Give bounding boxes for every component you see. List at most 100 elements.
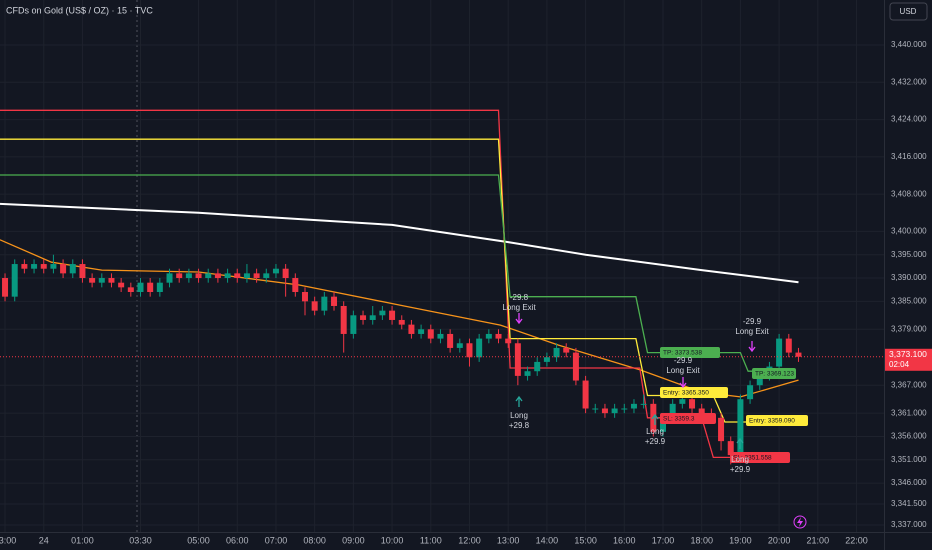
- indicator-line: [0, 138, 760, 423]
- candle-body: [292, 278, 299, 293]
- order-tag-label: Entry: 3365.350: [663, 390, 709, 397]
- y-tick-label: 3,337.000: [891, 520, 927, 529]
- candle-body: [263, 273, 270, 279]
- candle-body: [534, 361, 541, 372]
- x-tick-label: 05:00: [187, 535, 210, 545]
- candle-body: [553, 347, 560, 358]
- candle-body: [456, 343, 463, 348]
- candle-body: [253, 273, 260, 279]
- candle-body: [69, 264, 76, 274]
- candle-body: [408, 324, 415, 334]
- x-tick-label: 14:00: [536, 535, 559, 545]
- x-tick-label: 23:00: [0, 535, 16, 545]
- trade-annotation: +29.8: [509, 421, 530, 430]
- alert-icon-bolt[interactable]: [797, 517, 803, 527]
- order-tag-label: TP: 3369.123: [755, 371, 794, 378]
- candle-body: [660, 417, 666, 432]
- grid: [0, 0, 884, 532]
- y-tick-label: 3,346.000: [891, 478, 927, 487]
- trade-annotation: Long Exit: [666, 366, 700, 375]
- candle-body: [718, 417, 725, 442]
- currency-label[interactable]: USD: [900, 7, 917, 16]
- candle-body: [418, 329, 425, 334]
- order-tag: [730, 452, 790, 463]
- candle-body: [669, 403, 676, 418]
- candle-body: [127, 287, 134, 293]
- symbol-title: CFDs on Gold (US$ / OZ) · 15 · TVC: [6, 5, 153, 15]
- candle-body: [331, 296, 338, 306]
- y-tick-label: 3,351.000: [891, 455, 927, 464]
- candle-body: [437, 333, 444, 339]
- y-tick-label: 3,361.000: [891, 408, 927, 417]
- candle-body: [137, 282, 144, 293]
- candle-body: [630, 403, 637, 409]
- trade-annotation: -29.9: [674, 356, 693, 365]
- x-tick-label: 17:00: [652, 535, 675, 545]
- x-tick-label: 20:00: [768, 535, 791, 545]
- indicator-line: [0, 174, 780, 372]
- candle-body: [379, 310, 386, 316]
- candle-body: [60, 264, 67, 274]
- trade-annotation: Long: [646, 427, 664, 436]
- x-tick-label: 16:00: [613, 535, 636, 545]
- candle-body: [79, 264, 86, 279]
- x-tick-label: 11:00: [420, 535, 442, 545]
- candle-body: [398, 319, 405, 325]
- candle-body: [427, 329, 434, 339]
- x-tick-label: 22:00: [845, 535, 868, 545]
- candle-body: [311, 301, 318, 311]
- candle-body: [2, 278, 9, 297]
- candle-body: [582, 380, 589, 409]
- x-tick-label: 07:00: [265, 535, 288, 545]
- candle-body: [776, 338, 783, 367]
- order-tag: [660, 347, 720, 358]
- y-tick-label: 3,367.000: [891, 380, 927, 389]
- candle-body: [621, 408, 628, 410]
- x-tick-label: 10:00: [381, 535, 404, 545]
- candle-body: [514, 343, 521, 376]
- x-tick-label: 06:00: [226, 535, 249, 545]
- candle-body: [679, 399, 686, 404]
- candle-body: [31, 264, 38, 269]
- plot: [0, 109, 802, 465]
- currency-button[interactable]: [889, 2, 928, 21]
- trade-annotation: -29.8: [510, 293, 529, 302]
- candle-body: [360, 315, 367, 320]
- candle-body: [592, 408, 599, 410]
- x-tick-label: 08:00: [303, 535, 326, 545]
- trade-annotation: Long: [731, 455, 749, 464]
- candle-body: [98, 278, 105, 283]
- trade-arrow-head: [515, 395, 523, 402]
- indicator-line: [0, 109, 741, 459]
- candle-body: [50, 264, 57, 269]
- x-tick-label: 24: [39, 535, 49, 545]
- candle-body: [147, 282, 154, 293]
- candle-body: [795, 352, 802, 357]
- candle-body: [737, 399, 744, 456]
- candle-body: [389, 310, 396, 320]
- candle-body: [447, 333, 454, 348]
- order-tag-label: SL: 3351.558: [733, 455, 772, 462]
- x-tick-label: 03:30: [129, 535, 152, 545]
- candle-body: [476, 338, 483, 358]
- y-tick-label: 3,379.000: [891, 324, 927, 333]
- candle-body: [40, 264, 47, 269]
- last-price-label: 3,373.100: [889, 349, 927, 359]
- order-tag-label: Entry: 3359.090: [749, 418, 795, 425]
- candle-body: [611, 408, 618, 414]
- candle-body: [689, 399, 696, 409]
- alert-icon[interactable]: [793, 515, 807, 529]
- order-tag-label: TP: 3373.538: [663, 350, 702, 357]
- y-tick-label: 3,440.000: [891, 40, 927, 49]
- candle-body: [505, 338, 512, 344]
- candle-body: [756, 375, 763, 386]
- trade-annotation: Long: [510, 411, 528, 420]
- x-tick-label: 01:00: [71, 535, 94, 545]
- trade-arrow-head: [651, 413, 659, 420]
- trade-arrow-head: [736, 437, 744, 444]
- candle-body: [524, 371, 531, 376]
- x-tick-label: 09:00: [342, 535, 365, 545]
